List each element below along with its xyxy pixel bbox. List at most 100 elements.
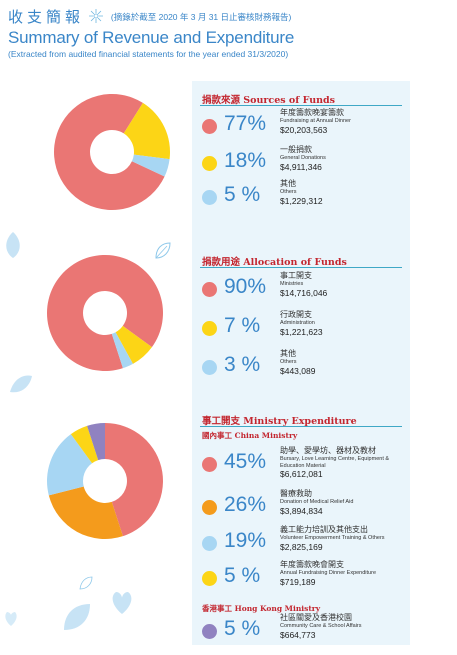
donut-slice (48, 486, 123, 539)
percentage: 5 % (224, 183, 261, 206)
en-title: Summary of Revenue and Expenditure (8, 28, 295, 47)
ministry-item: 5 % 社區關愛及香港校園 Community Care & School Af… (200, 613, 410, 651)
item-zh-label: 社區關愛及香港校園 (280, 613, 352, 622)
allocation-item: 7 % 行政開支 Administration $1,221,623 (200, 310, 410, 348)
item-en-label: Ministries (280, 281, 304, 287)
leaf-decoration-icon (6, 232, 20, 258)
section-divider (200, 267, 402, 268)
zh-title: 收支簡報 (8, 8, 85, 26)
sources-heading: 捐款來源 Sources of Funds (202, 95, 336, 106)
donut-slice (46, 434, 93, 496)
item-en-label: Others (280, 189, 297, 195)
item-en-label: Community Care & School Affairs (280, 623, 362, 629)
sources-item: 5 % 其他 Others $1,229,312 (200, 179, 410, 217)
item-amount: $664,773 (280, 629, 316, 640)
allocation-donut-chart (46, 254, 163, 371)
percentage: 90% (224, 275, 267, 298)
item-amount: $14,716,046 (280, 287, 328, 298)
donut-slice (111, 332, 133, 369)
sources-item: 18% 一般捐款 General Donations $4,911,346 (200, 145, 410, 183)
item-amount: $1,229,312 (280, 195, 323, 206)
item-zh-label: 事工開支 (280, 271, 312, 280)
ministry-item: 26% 醫療救助 Donation of Medical Relief Aid … (200, 489, 410, 527)
item-zh-label: 義工能力培訓及其他支出 (280, 525, 368, 534)
sources-donut-chart (54, 93, 171, 210)
legend-swatch (202, 282, 217, 297)
page-header: 收支簡報 (摘錄於截至 2020 年 3 月 31 日止審核財務報告) Summ… (8, 6, 453, 59)
ministry-item: 19% 義工能力培訓及其他支出 Volunteer Empowerment Tr… (200, 525, 410, 563)
leaf-decoration-icon (79, 576, 93, 590)
item-en-label: Others (280, 359, 297, 365)
item-zh-label: 年度籌款晚宴籌款 (280, 108, 344, 117)
item-amount: $2,825,169 (280, 541, 323, 552)
percentage: 26% (224, 493, 267, 516)
section-divider (200, 105, 402, 106)
item-en-label: Administration (280, 320, 315, 326)
percentage: 45% (224, 450, 267, 473)
ministry-item: 5 % 年度籌款晚會開支 Annual Fundraising Dinner E… (200, 560, 410, 598)
ministry-item: 45% 助學、愛學坊、器材及教材 Bursary, Love Learning … (200, 446, 410, 484)
donut-slice (46, 254, 163, 371)
percentage: 77% (224, 112, 267, 135)
item-amount: $719,189 (280, 576, 316, 587)
item-amount: $6,612,081 (280, 469, 323, 479)
legend-swatch (202, 119, 217, 134)
item-en-label: Bursary, Love Learning Centre, Equipment… (280, 456, 390, 469)
item-zh-label: 其他 (280, 349, 296, 358)
percentage: 18% (224, 149, 267, 172)
legend-swatch (202, 156, 217, 171)
allocation-item: 90% 事工開支 Ministries $14,716,046 (200, 271, 410, 309)
legend-swatch (202, 500, 217, 515)
item-amount: $1,221,623 (280, 326, 323, 337)
summary-panel: 捐款來源 Sources of Funds 77% 年度籌款晚宴籌款 Fundr… (192, 81, 410, 645)
percentage: 19% (224, 529, 267, 552)
ministry-heading: 事工開支 Ministry Expenditure (202, 416, 357, 427)
donut-slice (87, 423, 105, 461)
item-en-label: Donation of Medical Relief Aid (280, 499, 354, 505)
leaf-decoration-icon (64, 604, 90, 630)
item-zh-label: 一般捐款 (280, 145, 312, 154)
allocation-item: 3 % 其他 Others $443,089 (200, 349, 410, 387)
legend-swatch (202, 360, 217, 375)
item-amount: $20,203,563 (280, 124, 328, 135)
percentage: 7 % (224, 314, 261, 337)
legend-swatch (202, 190, 217, 205)
legend-swatch (202, 321, 217, 336)
item-en-label: Annual Fundraising Dinner Expenditure (280, 570, 377, 576)
item-zh-label: 行政開支 (280, 310, 312, 319)
china-ministry-subheading: 國內事工 China Ministry (202, 431, 298, 440)
leaf-decoration-icon (155, 242, 171, 259)
donut-slice (115, 325, 152, 364)
donut-slice (70, 425, 99, 464)
item-zh-label: 其他 (280, 179, 296, 188)
section-divider (200, 426, 402, 427)
legend-swatch (202, 624, 217, 639)
item-amount: $443,089 (280, 365, 316, 376)
item-amount: $3,894,834 (280, 505, 323, 516)
flower-icon (89, 9, 104, 23)
en-subtitle: (Extracted from audited financial statem… (8, 49, 289, 59)
donut-slice (123, 102, 171, 160)
ministry-donut-chart (46, 423, 163, 539)
leaf-decoration-icon (5, 612, 17, 626)
leaf-decoration-icon (10, 375, 32, 393)
item-zh-label: 年度籌款晚會開支 (280, 560, 344, 569)
item-en-label: General Donations (280, 155, 326, 161)
item-zh-label: 助學、愛學坊、器材及教材 (280, 446, 376, 455)
hk-ministry-subheading: 香港事工 Hong Kong Ministry (202, 604, 321, 613)
percentage: 5 % (224, 617, 261, 640)
item-amount: $4,911,346 (280, 161, 322, 172)
legend-swatch (202, 571, 217, 586)
sources-item: 77% 年度籌款晚宴籌款 Fundraising at Annual Dinne… (200, 108, 410, 146)
legend-swatch (202, 457, 217, 472)
donut-slice (54, 93, 165, 210)
item-en-label: Fundraising at Annual Dinner (280, 118, 351, 124)
item-en-label: Volunteer Empowerment Training & Others (280, 535, 385, 541)
item-zh-label: 醫療救助 (280, 489, 312, 498)
leaf-decoration-icon (112, 592, 132, 614)
percentage: 5 % (224, 564, 261, 587)
donut-slice (131, 154, 170, 177)
percentage: 3 % (224, 353, 261, 376)
zh-subtitle: (摘錄於截至 2020 年 3 月 31 日止審核財務報告) (110, 12, 292, 22)
legend-swatch (202, 536, 217, 551)
